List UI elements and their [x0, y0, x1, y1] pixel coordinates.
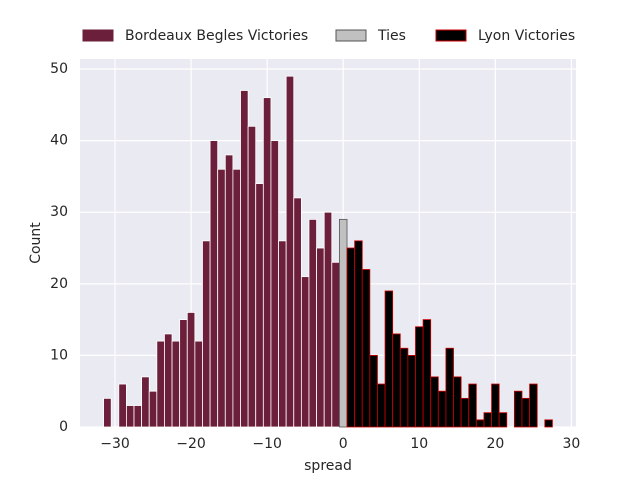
bar — [209, 140, 219, 428]
bar — [491, 383, 500, 428]
legend-swatch — [82, 29, 114, 42]
bar — [445, 347, 454, 428]
bar — [202, 240, 211, 428]
bar — [369, 355, 378, 428]
y-tick-label: 20 — [50, 276, 68, 292]
bar — [156, 340, 165, 428]
bar — [164, 333, 173, 428]
bar — [544, 419, 553, 428]
bar — [186, 312, 196, 428]
bar — [308, 218, 317, 428]
bar — [331, 261, 340, 428]
legend-swatch — [435, 29, 467, 42]
bar — [361, 269, 371, 428]
bar — [133, 405, 143, 428]
bar — [194, 340, 203, 428]
bar — [285, 75, 295, 428]
bar — [339, 218, 348, 428]
legend-label: Bordeaux Begles Victories — [125, 28, 308, 44]
bar — [300, 276, 310, 428]
x-tick-label: 20 — [486, 436, 504, 452]
y-tick-label: 50 — [50, 61, 68, 77]
bar — [468, 383, 477, 428]
bar — [323, 211, 333, 428]
bar — [270, 140, 279, 428]
bar — [232, 168, 241, 428]
bar — [399, 347, 409, 428]
bar — [415, 326, 424, 428]
bar — [217, 168, 226, 428]
bar — [346, 247, 356, 428]
y-tick-label: 0 — [59, 419, 68, 435]
bar — [224, 154, 234, 428]
bar — [103, 397, 112, 428]
y-tick-label: 40 — [50, 133, 68, 149]
bar — [316, 247, 325, 428]
x-tick-label: 30 — [563, 436, 581, 452]
bar — [483, 412, 492, 428]
bar — [126, 405, 135, 428]
bar — [247, 125, 257, 428]
legend-label: Lyon Victories — [478, 28, 575, 44]
bar — [384, 290, 394, 428]
bar — [354, 240, 363, 428]
bar — [521, 397, 530, 428]
x-tick-label: −10 — [252, 436, 282, 452]
bar — [179, 319, 188, 428]
bar — [407, 355, 416, 428]
legend-label: Ties — [377, 28, 406, 44]
y-tick-label: 10 — [50, 347, 68, 363]
bar — [141, 376, 150, 428]
bar — [293, 197, 302, 428]
bar — [240, 90, 249, 428]
bar — [498, 412, 508, 428]
bar — [148, 390, 158, 428]
bar — [453, 376, 462, 428]
bar — [262, 97, 272, 428]
x-tick-label: −30 — [100, 436, 130, 452]
y-tick-label: 30 — [50, 204, 68, 220]
y-axis-label: Count — [28, 222, 44, 264]
bar — [422, 319, 432, 428]
legend-swatch — [335, 29, 367, 42]
bar — [392, 333, 401, 428]
bar — [475, 419, 485, 428]
x-tick-label: −20 — [176, 436, 206, 452]
bar — [460, 397, 470, 428]
x-tick-label: 10 — [410, 436, 428, 452]
x-axis-label: spread — [304, 458, 352, 474]
bar — [171, 340, 181, 428]
bar — [430, 376, 439, 428]
bar — [255, 183, 264, 428]
bar — [118, 383, 127, 428]
bar — [437, 390, 447, 428]
x-tick-label: 0 — [339, 436, 348, 452]
bar — [377, 383, 386, 428]
bar — [278, 240, 287, 428]
bar — [513, 390, 523, 428]
bar — [529, 383, 538, 428]
